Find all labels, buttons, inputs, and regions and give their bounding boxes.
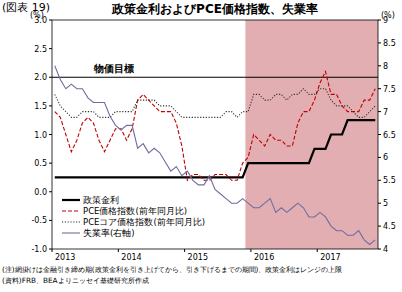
y-tick-label: 0.0 bbox=[34, 188, 47, 197]
y2-tick-label: 9 bbox=[383, 16, 388, 25]
legend-label: PCEコア価格指数(前年同月比) bbox=[83, 217, 205, 227]
y2-tick bbox=[378, 157, 381, 158]
y-tick-label: -0.5 bbox=[31, 216, 47, 225]
y-tick-label: 3.0 bbox=[34, 16, 47, 25]
y2-tick bbox=[378, 42, 381, 43]
x-tick bbox=[317, 249, 318, 252]
y2-tick-label: 8 bbox=[383, 62, 388, 71]
y-tick-label: 1.5 bbox=[34, 102, 47, 111]
y2-tick-label: 4 bbox=[383, 245, 388, 254]
plot-area bbox=[52, 20, 378, 249]
tightening-shade bbox=[245, 20, 378, 249]
x-tick bbox=[184, 249, 185, 252]
legend-swatch bbox=[62, 210, 80, 211]
y2-tick-label: 5.5 bbox=[383, 176, 396, 185]
y2-tick bbox=[378, 134, 381, 135]
legend-swatch bbox=[62, 221, 80, 222]
series-line bbox=[55, 89, 375, 118]
y2-tick bbox=[378, 226, 381, 227]
y-tick-label: -1.0 bbox=[31, 245, 47, 254]
y2-tick bbox=[378, 180, 381, 181]
x-tick-label: 2014 bbox=[121, 253, 141, 262]
legend-label: 政策金利 bbox=[83, 195, 119, 205]
y-tick bbox=[49, 48, 52, 49]
y2-tick-label: 4.5 bbox=[383, 222, 396, 231]
y2-tick-label: 5 bbox=[383, 199, 388, 208]
target-label: 物価目標 bbox=[93, 63, 134, 74]
series-line bbox=[55, 72, 375, 181]
y2-tick bbox=[378, 111, 381, 112]
series-line bbox=[55, 66, 375, 245]
y-tick-label: 2.0 bbox=[34, 73, 47, 82]
y-tick bbox=[49, 163, 52, 164]
y-tick-label: 0.5 bbox=[34, 159, 47, 168]
target-line bbox=[52, 77, 378, 78]
x-tick bbox=[250, 249, 251, 252]
x-tick-label: 2016 bbox=[254, 253, 274, 262]
y2-tick-label: 7.5 bbox=[383, 85, 396, 94]
y2-tick bbox=[378, 65, 381, 66]
x-tick bbox=[52, 249, 53, 252]
y-tick bbox=[49, 105, 52, 106]
y-tick-label: 2.5 bbox=[34, 45, 47, 54]
y2-tick-label: 7 bbox=[383, 108, 388, 117]
y2-tick bbox=[378, 203, 381, 204]
y2-tick-label: 8.5 bbox=[383, 39, 396, 48]
y2-tick bbox=[378, 249, 381, 250]
x-tick bbox=[118, 249, 119, 252]
y-tick bbox=[49, 220, 52, 221]
y2-tick bbox=[378, 88, 381, 89]
series-line bbox=[55, 120, 375, 177]
y2-tick bbox=[378, 20, 381, 21]
y-tick bbox=[49, 20, 52, 21]
note: (注)網掛けは金融引き締め期(政策金利を引き上げてから、引き下げるまでの期間)、… bbox=[2, 265, 342, 274]
note: (資料)FRB、BEAよりニッセイ基礎研究所作成 bbox=[2, 276, 149, 285]
legend-swatch bbox=[62, 232, 80, 233]
x-tick-label: 2013 bbox=[55, 253, 75, 262]
legend: 政策金利PCE価格指数(前年同月比)PCEコア価格指数(前年同月比)失業率(右軸… bbox=[62, 195, 205, 238]
y-tick bbox=[49, 77, 52, 78]
legend-swatch bbox=[62, 199, 80, 201]
y2-tick-label: 6.5 bbox=[383, 131, 396, 140]
y-tick-label: 1.0 bbox=[34, 131, 47, 140]
y2-tick-label: 6 bbox=[383, 153, 388, 162]
plot-frame bbox=[52, 20, 378, 249]
x-tick-label: 2017 bbox=[320, 253, 340, 262]
y-tick bbox=[49, 134, 52, 135]
y-tick bbox=[49, 191, 52, 192]
x-tick-label: 2015 bbox=[188, 253, 208, 262]
legend-label: 失業率(右軸) bbox=[83, 228, 135, 238]
legend-label: PCE価格指数(前年同月比) bbox=[83, 206, 187, 216]
title: 政策金利およびPCE価格指数、失業率 bbox=[111, 2, 318, 16]
